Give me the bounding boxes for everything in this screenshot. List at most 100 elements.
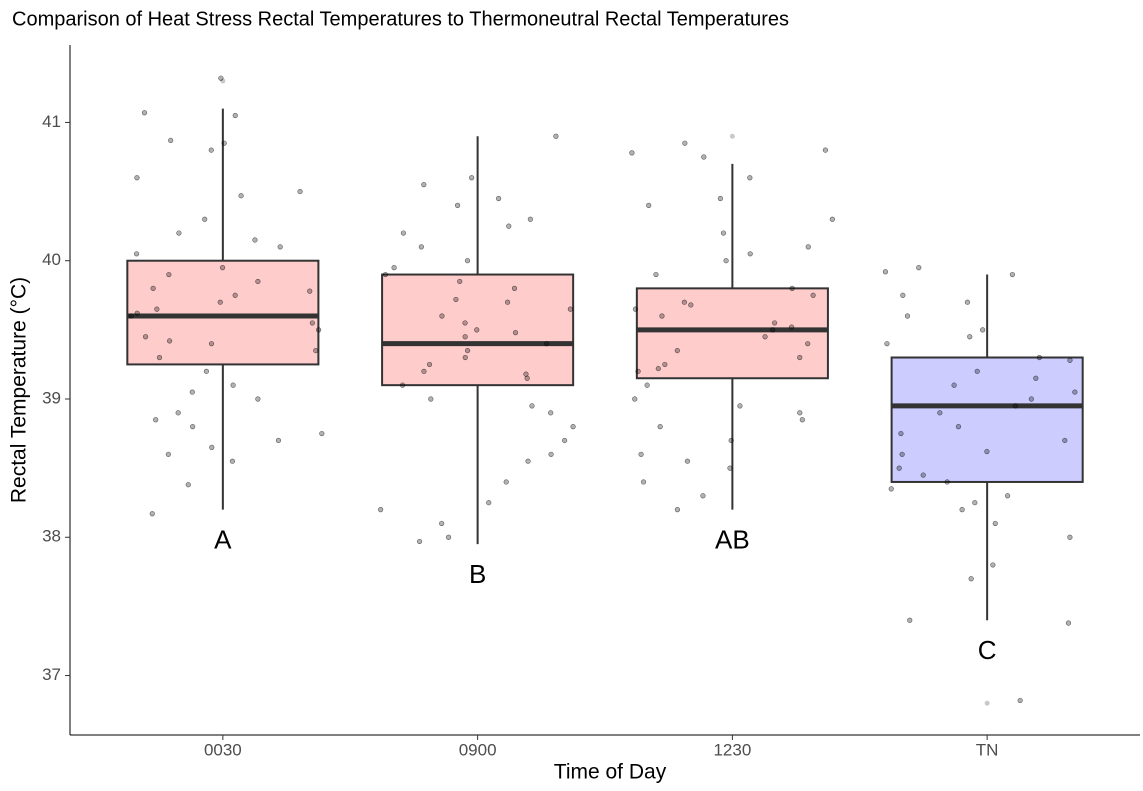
point	[884, 341, 890, 347]
point	[655, 365, 661, 372]
point	[185, 482, 191, 488]
point	[629, 150, 635, 156]
point	[391, 265, 397, 271]
point	[567, 306, 573, 312]
group-letter: A	[214, 524, 232, 554]
point	[255, 278, 261, 285]
point	[149, 511, 155, 517]
point	[810, 292, 816, 298]
point	[154, 306, 160, 312]
x-axis-label: Time of Day	[554, 761, 667, 784]
point	[238, 193, 244, 199]
point	[313, 347, 319, 354]
point	[907, 617, 913, 623]
point	[657, 424, 663, 430]
point	[888, 486, 894, 492]
point	[920, 472, 926, 478]
point	[659, 313, 665, 319]
point	[297, 188, 303, 195]
point	[203, 368, 209, 374]
point	[543, 341, 550, 347]
point	[230, 382, 236, 388]
point	[646, 202, 652, 209]
point	[747, 251, 753, 257]
point	[416, 538, 423, 545]
box	[890, 356, 1084, 483]
point	[1065, 620, 1072, 626]
x-tick-label: 1230	[713, 740, 751, 759]
point	[728, 437, 734, 444]
point	[426, 361, 433, 368]
point	[133, 251, 140, 257]
point	[632, 396, 638, 402]
point	[382, 271, 389, 278]
point	[166, 271, 172, 278]
point	[674, 507, 681, 513]
point	[523, 371, 529, 377]
point	[737, 403, 743, 409]
point	[512, 330, 519, 336]
point	[1067, 357, 1073, 363]
point	[944, 479, 950, 485]
point	[974, 368, 980, 374]
point	[421, 182, 427, 188]
y-axis-label: Rectal Temperature (°C)	[8, 277, 31, 503]
group-letter: B	[469, 559, 486, 589]
point	[788, 324, 795, 330]
point	[202, 216, 208, 222]
point	[992, 520, 998, 527]
outlier	[984, 700, 990, 706]
point	[720, 230, 727, 236]
point	[134, 175, 140, 181]
point	[439, 313, 445, 319]
point	[503, 479, 509, 485]
point	[548, 451, 554, 457]
point	[632, 306, 639, 312]
point	[153, 417, 159, 423]
point	[635, 368, 641, 374]
point	[972, 500, 978, 506]
point	[980, 327, 986, 333]
point	[904, 313, 911, 319]
point	[1012, 403, 1019, 409]
point	[570, 424, 576, 430]
point	[967, 334, 973, 340]
y-tick-label: 40	[42, 250, 61, 269]
point	[638, 451, 644, 457]
point	[701, 154, 707, 160]
point	[700, 493, 706, 499]
point	[684, 458, 691, 464]
point	[990, 562, 996, 568]
point	[829, 216, 835, 222]
point	[799, 417, 805, 423]
point	[439, 520, 445, 527]
point	[1009, 271, 1016, 278]
chart-title: Comparison of Heat Stress Rectal Tempera…	[12, 8, 789, 30]
x-tick-label: TN	[976, 740, 999, 759]
point	[445, 534, 452, 540]
point	[319, 430, 325, 437]
point	[968, 576, 974, 582]
point	[548, 410, 554, 416]
point	[190, 424, 196, 430]
point	[662, 361, 668, 368]
point	[418, 244, 424, 250]
point	[527, 216, 533, 222]
y-tick-label: 41	[42, 112, 61, 131]
point	[462, 320, 468, 326]
point	[378, 507, 384, 513]
point	[457, 278, 463, 285]
box	[126, 259, 320, 366]
point	[166, 338, 173, 344]
point	[469, 175, 475, 181]
point	[165, 451, 171, 457]
point	[208, 147, 214, 153]
point	[309, 320, 315, 326]
point	[688, 302, 694, 308]
point	[307, 288, 313, 294]
point	[464, 258, 471, 264]
point	[937, 410, 943, 416]
point	[562, 437, 568, 444]
y-tick-label: 39	[42, 388, 61, 407]
